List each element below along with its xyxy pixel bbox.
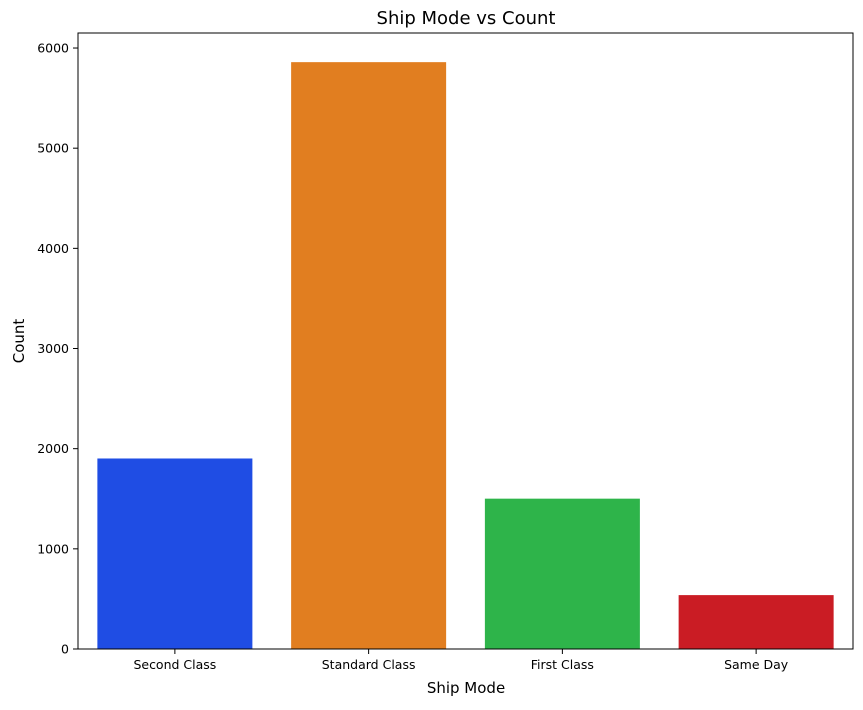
chart-title: Ship Mode vs Count xyxy=(377,8,556,29)
y-tick-label: 5000 xyxy=(37,141,69,156)
x-tick-label: First Class xyxy=(531,657,594,672)
y-tick-label: 3000 xyxy=(37,341,69,356)
bar-same-day xyxy=(678,595,834,649)
x-axis-label: Ship Mode xyxy=(427,679,505,697)
x-tick-label: Same Day xyxy=(724,657,789,672)
plot-frame xyxy=(77,32,854,650)
bars-layer xyxy=(97,62,834,649)
bar-second-class xyxy=(97,458,253,649)
y-tick-label: 1000 xyxy=(37,541,69,556)
y-axis-label: Count xyxy=(10,319,28,364)
x-tick-label: Standard Class xyxy=(322,657,416,672)
y-tick-label: 4000 xyxy=(37,241,69,256)
y-axis: 0 1000 2000 3000 4000 5000 6000 xyxy=(37,41,78,657)
y-tick-label: 0 xyxy=(61,642,69,657)
bar-first-class xyxy=(484,498,640,649)
y-tick-label: 2000 xyxy=(37,441,69,456)
x-tick-label: Second Class xyxy=(133,657,216,672)
bar-standard-class xyxy=(291,62,447,649)
y-tick-label: 6000 xyxy=(37,41,69,56)
x-axis: Second Class Standard Class First Class Sam… xyxy=(133,649,789,672)
